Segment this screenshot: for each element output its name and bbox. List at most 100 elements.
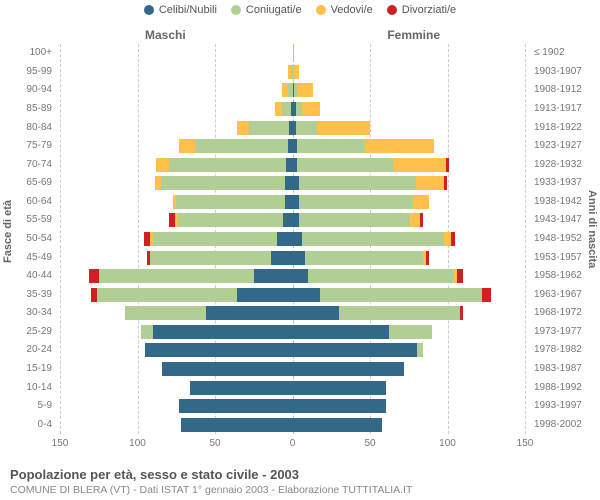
female-bar — [293, 399, 526, 413]
birth-year-label: 1968-1972 — [534, 308, 600, 318]
female-bar — [293, 325, 526, 339]
birth-year-label: 1953-1957 — [534, 253, 600, 263]
bar-segment — [293, 399, 386, 413]
birth-year-label: 1993-1997 — [534, 401, 600, 411]
bar-segment — [282, 102, 291, 116]
age-band-label: 10-14 — [0, 383, 52, 393]
bar-segment — [285, 195, 293, 209]
pyramid-row — [60, 288, 525, 302]
x-tick-label: 50 — [364, 438, 375, 449]
age-band-label: 40-44 — [0, 271, 52, 281]
bar-segment — [297, 158, 393, 172]
bar-segment — [446, 158, 449, 172]
age-band-label: 35-39 — [0, 290, 52, 300]
age-band-label: 90-94 — [0, 85, 52, 95]
female-bar — [293, 343, 526, 357]
female-bar — [293, 288, 526, 302]
male-bar — [60, 213, 293, 227]
bar-segment — [195, 139, 288, 153]
bar-segment — [237, 288, 293, 302]
bar-segment — [190, 381, 292, 395]
male-bar — [60, 121, 293, 135]
birth-year-label: 1973-1977 — [534, 327, 600, 337]
age-band-label: 45-49 — [0, 253, 52, 263]
pyramid-row — [60, 343, 525, 357]
birth-year-label: ≤ 1902 — [534, 48, 600, 58]
male-bar — [60, 251, 293, 265]
male-bar — [60, 158, 293, 172]
age-band-label: 85-89 — [0, 104, 52, 114]
bar-segment — [249, 121, 289, 135]
bar-segment — [141, 325, 153, 339]
bar-segment — [302, 232, 445, 246]
bar-segment — [299, 213, 411, 227]
x-axis: 15010050050100150 — [60, 436, 525, 456]
bar-segment — [460, 306, 463, 320]
pyramid-row — [60, 232, 525, 246]
legend-label: Celibi/Nubili — [159, 4, 217, 16]
x-tick-label: 100 — [439, 438, 456, 449]
age-band-label: 65-69 — [0, 178, 52, 188]
pyramid-row — [60, 158, 525, 172]
age-band-label: 100+ — [0, 48, 52, 58]
bar-segment — [293, 418, 383, 432]
male-bar — [60, 176, 293, 190]
male-bar — [60, 399, 293, 413]
pyramid-row — [60, 251, 525, 265]
birth-year-label: 1928-1932 — [534, 160, 600, 170]
bar-segment — [145, 343, 292, 357]
female-bar — [293, 195, 526, 209]
bar-segment — [89, 269, 98, 283]
pyramid-row — [60, 121, 525, 135]
female-bar — [293, 362, 526, 376]
legend-swatch — [231, 5, 241, 15]
bar-segment — [161, 176, 285, 190]
bar-segment — [293, 251, 305, 265]
footer-title: Popolazione per età, sesso e stato civil… — [10, 467, 590, 482]
plot-area — [60, 44, 525, 434]
male-bar — [60, 325, 293, 339]
birth-year-label: 1963-1967 — [534, 290, 600, 300]
bar-segment — [125, 306, 206, 320]
bar-segment — [237, 121, 249, 135]
bar-segment — [97, 288, 237, 302]
population-pyramid-chart: Celibi/NubiliConiugati/eVedovi/eDivorzia… — [0, 0, 600, 500]
footer-subtitle: COMUNE DI BLERA (VT) - Dati ISTAT 1° gen… — [10, 484, 590, 496]
birth-year-label: 1908-1912 — [534, 85, 600, 95]
age-band-label: 70-74 — [0, 160, 52, 170]
age-band-label: 20-24 — [0, 345, 52, 355]
bar-segment — [179, 399, 292, 413]
legend-item: Divorziati/e — [387, 4, 456, 16]
female-bar — [293, 176, 526, 190]
male-bar — [60, 418, 293, 432]
bar-segment — [293, 362, 405, 376]
birth-year-label: 1933-1937 — [534, 178, 600, 188]
birth-year-label: 1988-1992 — [534, 383, 600, 393]
age-band-label: 60-64 — [0, 197, 52, 207]
bar-segment — [293, 232, 302, 246]
pyramid-row — [60, 418, 525, 432]
pyramid-row — [60, 46, 525, 60]
female-bar — [293, 418, 526, 432]
legend-item: Vedovi/e — [316, 4, 373, 16]
male-bar — [60, 65, 293, 79]
female-bar — [293, 213, 526, 227]
male-bar — [60, 195, 293, 209]
bar-segment — [317, 121, 370, 135]
birth-year-label: 1913-1917 — [534, 104, 600, 114]
age-band-label: 25-29 — [0, 327, 52, 337]
male-bar — [60, 306, 293, 320]
female-bar — [293, 158, 526, 172]
birth-year-label: 1923-1927 — [534, 141, 600, 151]
bar-segment — [297, 83, 313, 97]
chart-footer: Popolazione per età, sesso e stato civil… — [10, 467, 590, 496]
birth-year-label: 1948-1952 — [534, 234, 600, 244]
bar-segment — [271, 251, 293, 265]
pyramid-row — [60, 269, 525, 283]
legend-item: Celibi/Nubili — [144, 4, 217, 16]
birth-year-label: 1943-1947 — [534, 215, 600, 225]
female-bar — [293, 121, 526, 135]
bar-segment — [153, 325, 293, 339]
bar-segment — [153, 232, 277, 246]
x-tick-label: 50 — [209, 438, 220, 449]
